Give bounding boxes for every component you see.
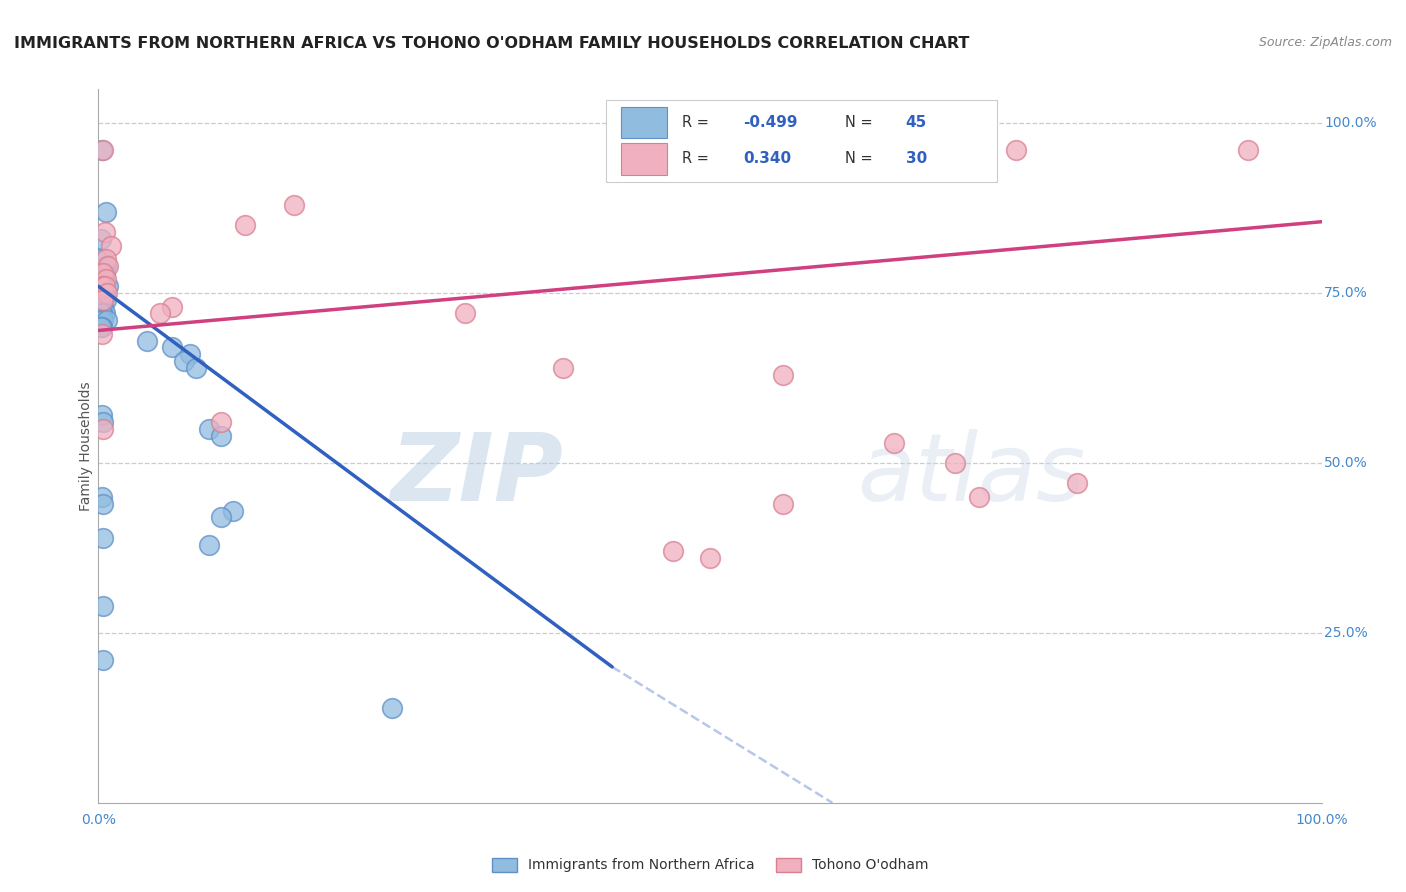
Point	[91, 415, 114, 429]
Point	[136, 334, 159, 348]
Point	[90, 313, 112, 327]
Point	[209, 510, 232, 524]
Bar	[620, 107, 668, 138]
Point	[91, 313, 114, 327]
Point	[96, 313, 118, 327]
FancyBboxPatch shape	[606, 100, 997, 182]
Text: R =: R =	[682, 152, 713, 167]
Point	[91, 599, 114, 613]
Point	[91, 653, 114, 667]
Point	[93, 225, 115, 239]
Point	[94, 204, 117, 219]
Point	[90, 272, 112, 286]
Point	[91, 531, 114, 545]
Point	[90, 232, 112, 246]
Point	[91, 252, 114, 266]
Point	[91, 320, 114, 334]
Point	[93, 306, 115, 320]
Point	[967, 490, 990, 504]
Point	[179, 347, 201, 361]
Text: Source: ZipAtlas.com: Source: ZipAtlas.com	[1258, 36, 1392, 49]
Text: 100.0%: 100.0%	[1324, 116, 1376, 130]
Point	[91, 144, 114, 158]
Point	[186, 360, 208, 375]
Point	[699, 551, 721, 566]
Point	[197, 422, 219, 436]
Text: IMMIGRANTS FROM NORTHERN AFRICA VS TOHONO O'ODHAM FAMILY HOUSEHOLDS CORRELATION : IMMIGRANTS FROM NORTHERN AFRICA VS TOHON…	[14, 36, 969, 51]
Point	[160, 341, 183, 355]
Point	[91, 497, 114, 511]
Point	[209, 415, 232, 429]
Y-axis label: Family Households: Family Households	[79, 381, 93, 511]
Point	[91, 409, 114, 423]
Point	[91, 293, 114, 307]
Point	[91, 266, 114, 280]
Point	[454, 306, 477, 320]
Point	[233, 218, 256, 232]
Text: 30: 30	[905, 152, 927, 167]
Point	[149, 306, 172, 320]
Point	[94, 293, 117, 307]
Point	[91, 286, 114, 301]
Text: N =: N =	[845, 152, 877, 167]
Point	[1066, 476, 1088, 491]
Text: 0.340: 0.340	[742, 152, 792, 167]
Point	[91, 279, 114, 293]
Text: N =: N =	[845, 115, 877, 130]
Point	[91, 272, 114, 286]
Point	[96, 286, 118, 301]
Text: atlas: atlas	[856, 429, 1085, 520]
Text: 75.0%: 75.0%	[1324, 286, 1368, 300]
Point	[160, 300, 183, 314]
Point	[91, 300, 114, 314]
Point	[1237, 144, 1260, 158]
Point	[97, 279, 120, 293]
Text: 25.0%: 25.0%	[1324, 626, 1368, 640]
Point	[94, 259, 117, 273]
Point	[91, 279, 114, 293]
Text: 45: 45	[905, 115, 927, 130]
Point	[90, 306, 112, 320]
Point	[91, 326, 114, 341]
Point	[883, 435, 905, 450]
Point	[91, 300, 114, 314]
Point	[93, 286, 115, 301]
Text: 50.0%: 50.0%	[1324, 456, 1368, 470]
Point	[91, 490, 114, 504]
Point	[662, 544, 685, 558]
Point	[943, 456, 966, 470]
Point	[381, 700, 404, 714]
Text: ZIP: ZIP	[391, 428, 564, 521]
Point	[197, 537, 219, 551]
Point	[97, 259, 120, 273]
Point	[91, 422, 114, 436]
Bar	[620, 144, 668, 175]
Point	[772, 368, 794, 382]
Point	[91, 144, 114, 158]
Point	[100, 238, 122, 252]
Point	[90, 300, 112, 314]
Legend: Immigrants from Northern Africa, Tohono O'odham: Immigrants from Northern Africa, Tohono …	[486, 852, 934, 878]
Point	[209, 429, 232, 443]
Text: -0.499: -0.499	[742, 115, 797, 130]
Point	[93, 266, 115, 280]
Text: R =: R =	[682, 115, 713, 130]
Point	[91, 293, 114, 307]
Point	[283, 198, 305, 212]
Point	[94, 252, 117, 266]
Point	[94, 272, 117, 286]
Point	[553, 360, 575, 375]
Point	[772, 497, 794, 511]
Point	[222, 503, 245, 517]
Point	[173, 354, 195, 368]
Point	[90, 286, 112, 301]
Point	[91, 306, 114, 320]
Point	[91, 266, 114, 280]
Point	[90, 320, 112, 334]
Point	[1004, 144, 1026, 158]
Point	[93, 279, 115, 293]
